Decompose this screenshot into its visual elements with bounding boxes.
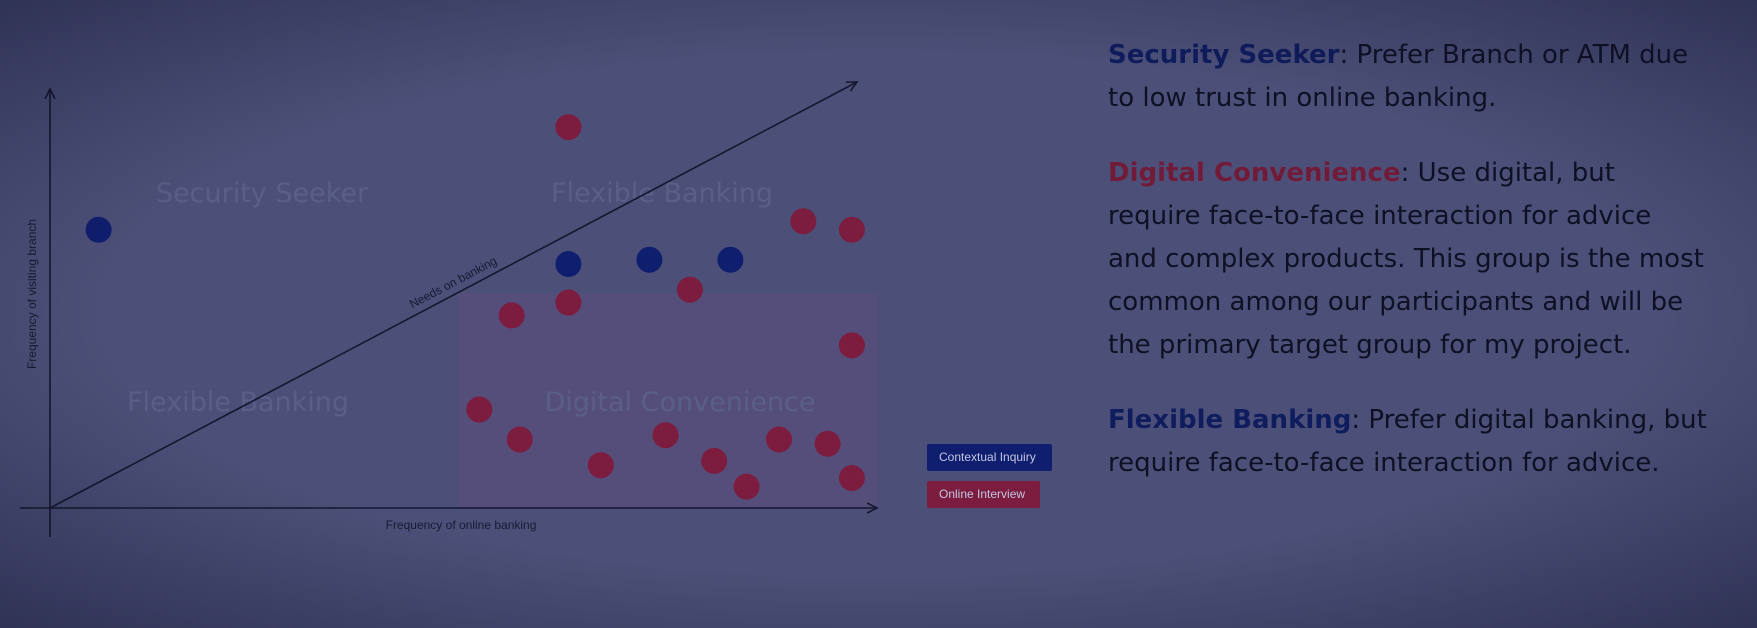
online-interview-point <box>814 430 841 457</box>
online-interview-point <box>676 276 703 303</box>
segment-descriptions: Security Seeker: Prefer Branch or ATM du… <box>1108 34 1708 517</box>
online-interview-point <box>506 426 533 453</box>
quadrant-label-flexible-banking-left: Flexible Banking <box>127 387 349 418</box>
contextual-inquiry-point <box>555 251 582 278</box>
online-interview-point <box>498 302 525 329</box>
chart: Security Seeker Flexible Banking Flexible … <box>20 0 900 537</box>
online-interview-point <box>652 422 679 449</box>
online-interview-point <box>838 216 865 243</box>
digital-convenience-text: : Use digital, but require face-to-face … <box>1108 158 1704 360</box>
legend-online-interview: Online Interview <box>927 481 1040 508</box>
online-interview-point <box>838 465 865 492</box>
online-interview-point <box>555 114 582 141</box>
online-interview-point <box>838 332 865 359</box>
online-interview-point <box>790 208 817 235</box>
digital-convenience-term: Digital Convenience <box>1108 158 1401 188</box>
security-seeker-description: Security Seeker: Prefer Branch or ATM du… <box>1108 34 1708 120</box>
online-interview-point <box>466 396 493 423</box>
contextual-inquiry-point <box>717 246 744 273</box>
y-axis-label: Frequency of visiting branch <box>25 219 39 369</box>
legend-contextual-inquiry: Contextual Inquiry <box>927 444 1052 471</box>
online-interview-point <box>701 447 728 474</box>
quadrant-label-flexible-banking-top: Flexible Banking <box>551 178 773 209</box>
online-interview-point <box>733 473 760 500</box>
contextual-inquiry-point <box>636 246 663 273</box>
flexible-banking-description: Flexible Banking: Prefer digital banking… <box>1108 399 1708 485</box>
security-seeker-term: Security Seeker <box>1108 40 1340 70</box>
digital-convenience-description: Digital Convenience: Use digital, but re… <box>1108 152 1708 367</box>
quadrant-label-digital-convenience: Digital Convenience <box>544 387 815 418</box>
contextual-inquiry-point <box>85 216 112 243</box>
online-interview-point <box>587 452 614 479</box>
online-interview-point <box>766 426 792 453</box>
quadrant-label-security-seeker: Security Seeker <box>156 178 369 209</box>
online-interview-point <box>555 289 582 316</box>
x-axis-label: Frequency of online banking <box>386 518 537 532</box>
flexible-banking-term: Flexible Banking <box>1108 405 1352 435</box>
